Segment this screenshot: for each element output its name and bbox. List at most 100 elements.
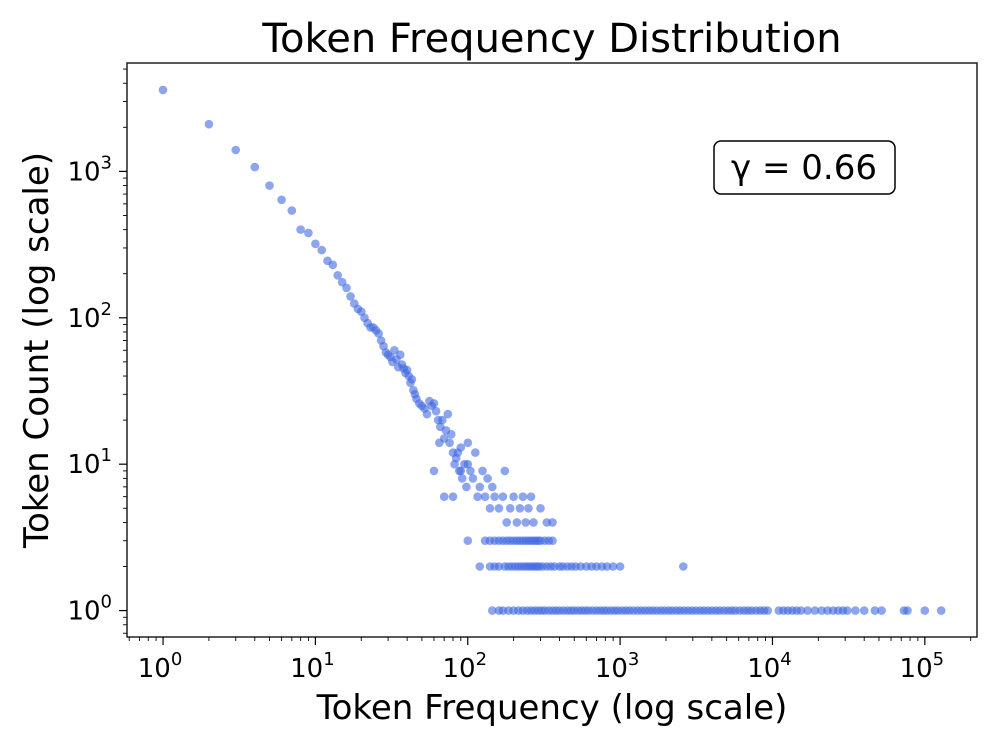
data-point	[447, 430, 456, 439]
data-point	[374, 329, 383, 338]
data-point	[443, 409, 453, 419]
y-tick-label: 101	[67, 445, 112, 480]
data-point	[250, 162, 260, 172]
data-point	[231, 145, 240, 155]
data-point	[490, 492, 499, 502]
data-point	[488, 606, 497, 615]
x-tick-label: 105	[900, 649, 945, 684]
data-point	[763, 606, 772, 615]
data-point	[518, 492, 528, 502]
data-point	[311, 239, 320, 249]
data-point	[536, 504, 545, 513]
data-point	[287, 206, 297, 215]
data-point	[468, 474, 478, 483]
data-point	[936, 606, 946, 615]
data-point	[277, 195, 286, 205]
x-tick-label: 101	[290, 649, 335, 684]
data-point	[903, 606, 912, 615]
data-point	[524, 504, 533, 513]
data-point	[843, 606, 852, 615]
data-point	[463, 438, 473, 448]
y-axis-label: Token Count (log scale)	[17, 152, 57, 549]
x-axis-label: Token Frequency (log scale)	[316, 688, 788, 728]
data-point	[471, 448, 480, 457]
data-point	[500, 466, 510, 476]
data-point	[204, 119, 214, 129]
data-point	[505, 504, 515, 513]
x-tick-label: 103	[595, 649, 640, 684]
data-point	[304, 228, 313, 238]
data-point	[796, 606, 806, 615]
data-point	[448, 492, 458, 502]
data-point	[265, 181, 274, 190]
data-point	[679, 562, 688, 571]
gamma-annotation: γ = 0.66	[713, 140, 896, 195]
data-point	[920, 606, 930, 615]
data-point	[435, 438, 444, 448]
data-point	[817, 606, 826, 615]
data-point	[456, 466, 466, 476]
data-point	[422, 409, 432, 419]
y-tick-label: 103	[67, 152, 112, 187]
x-tick-label: 102	[442, 649, 487, 684]
data-point	[480, 492, 490, 502]
data-point	[457, 474, 467, 483]
data-point	[608, 562, 618, 571]
data-point	[296, 225, 305, 234]
data-point	[859, 606, 869, 615]
data-point	[158, 85, 168, 95]
data-point	[317, 245, 327, 255]
data-point	[529, 518, 538, 527]
y-axis-ticks: 100 101 102 103	[67, 68, 127, 634]
data-point	[494, 562, 504, 571]
annotation-text: γ = 0.66	[731, 148, 877, 188]
data-point	[473, 492, 482, 502]
data-point	[437, 415, 447, 425]
x-tick-label: 104	[747, 649, 792, 684]
data-point	[333, 271, 343, 280]
data-point	[851, 606, 860, 615]
data-point	[548, 518, 557, 527]
data-point	[407, 375, 417, 384]
data-point	[445, 438, 454, 448]
data-point	[478, 466, 487, 476]
data-point	[483, 474, 492, 483]
data-point	[395, 350, 405, 360]
data-point	[803, 606, 812, 615]
data-point	[515, 504, 525, 513]
data-point	[462, 482, 471, 492]
y-tick-label: 100	[67, 592, 112, 627]
data-point	[502, 518, 512, 527]
data-point	[466, 466, 475, 476]
data-point	[475, 562, 485, 571]
data-point	[475, 482, 485, 492]
data-point	[509, 492, 518, 502]
data-point	[342, 283, 351, 293]
data-point	[548, 536, 557, 545]
data-point	[463, 536, 473, 545]
data-point	[485, 504, 495, 513]
data-points	[158, 85, 946, 615]
data-point	[512, 518, 522, 527]
data-point	[494, 504, 504, 513]
x-axis-ticks: 100 101 102 103 104 105	[128, 637, 972, 684]
data-point	[456, 443, 466, 452]
data-point	[602, 562, 612, 571]
data-point	[877, 606, 886, 615]
annotation-box	[713, 140, 896, 195]
data-point	[615, 562, 625, 571]
data-point	[346, 292, 355, 301]
data-point	[463, 459, 473, 469]
data-point	[521, 518, 530, 527]
x-tick-label: 100	[138, 649, 183, 684]
data-point	[429, 399, 439, 408]
data-point	[810, 606, 820, 615]
data-point	[439, 492, 449, 502]
data-point	[526, 492, 536, 502]
data-point	[431, 406, 441, 416]
chart-title: Token Frequency Distribution	[261, 16, 841, 62]
y-tick-label: 102	[67, 299, 112, 334]
data-point	[488, 482, 497, 492]
data-point	[429, 466, 439, 476]
